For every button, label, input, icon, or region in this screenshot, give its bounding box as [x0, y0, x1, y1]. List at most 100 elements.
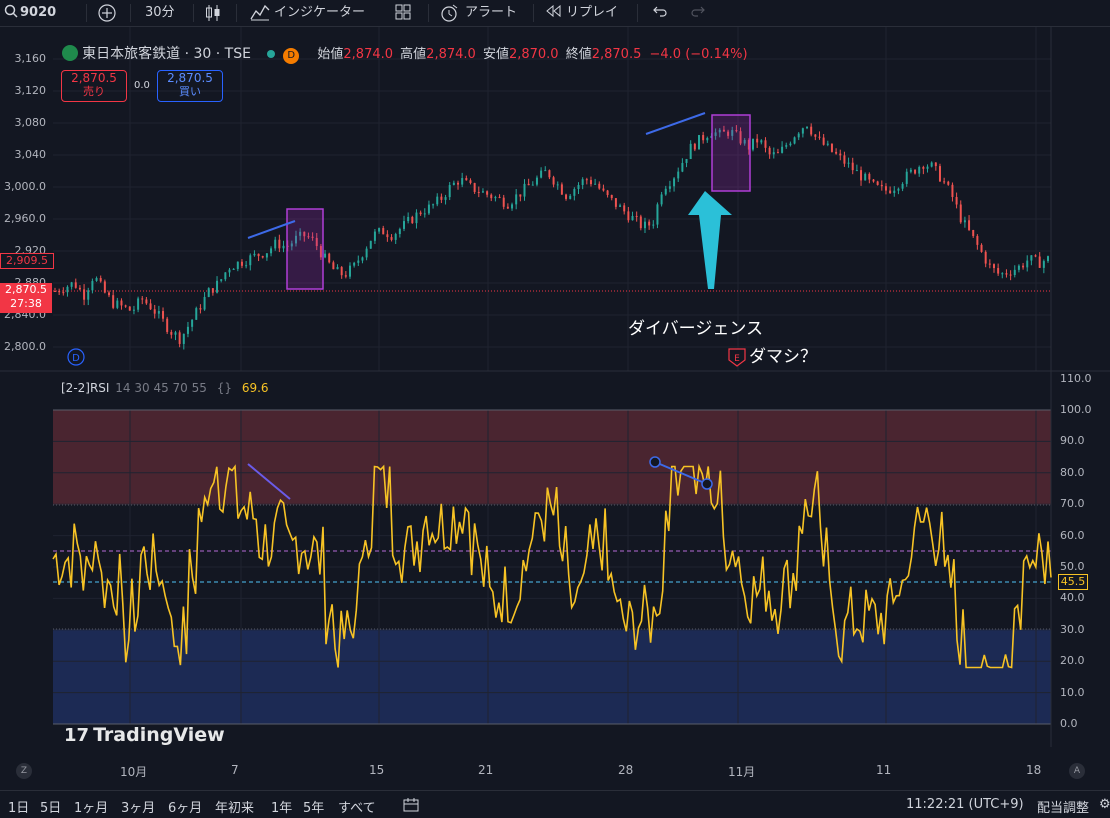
candle-body [826, 143, 829, 145]
dividend-marker [67, 348, 85, 366]
candle-body [855, 170, 858, 172]
candle-body [448, 184, 451, 198]
candle-body [207, 288, 210, 297]
range-button[interactable]: 1ヶ月 [74, 801, 109, 816]
indicators-button[interactable]: インジケーター [274, 5, 366, 20]
clock-timezone[interactable]: 11:22:21 (UTC+9) [906, 797, 1024, 812]
candle-body [785, 145, 788, 147]
candle-body [893, 190, 896, 194]
candle-body [1038, 256, 1041, 268]
auto-scale-a-button[interactable]: A [1069, 763, 1085, 779]
candle-body [282, 245, 285, 249]
candle-body [689, 143, 692, 160]
candle-body [469, 180, 472, 184]
current-price-value: 2,870.5 [5, 283, 47, 296]
candle-body [394, 234, 397, 240]
candle-body [311, 236, 314, 238]
code-brackets-icon[interactable]: {} [216, 381, 233, 395]
candle-body [814, 134, 817, 137]
auto-scale-z-button[interactable]: Z [16, 763, 32, 779]
alarm-clock-icon[interactable] [439, 3, 459, 23]
candle-body [78, 287, 81, 290]
indicators-icon[interactable] [250, 3, 270, 23]
layout-grid-icon[interactable] [394, 3, 412, 23]
candle-body [548, 170, 551, 178]
candle-body [157, 311, 160, 314]
candle-body [1030, 255, 1033, 261]
candle-body [880, 184, 883, 187]
candle-body [793, 137, 796, 144]
date-tick-label: 11月 [728, 765, 756, 779]
redo-icon[interactable] [690, 3, 706, 23]
candle-body [997, 268, 1000, 274]
range-button[interactable]: 3ヶ月 [121, 801, 156, 816]
tradingview-watermark: 𝟭𝟳 TradingView [64, 724, 225, 746]
range-button[interactable]: 1年 [271, 801, 293, 816]
candle-body [336, 267, 339, 270]
candle-type-icon[interactable] [204, 3, 222, 23]
rsi-trend-handle [649, 456, 661, 468]
settings-gear-icon[interactable]: ⚙ [1099, 797, 1110, 812]
range-button[interactable]: 5年 [303, 801, 325, 816]
tradingview-logo-icon: 𝟭𝟳 [64, 725, 90, 746]
candle-body [677, 171, 680, 179]
low-label: 安値 [482, 47, 509, 62]
rsi-tick-label: 100.0 [1060, 403, 1092, 416]
candle-body [145, 299, 148, 304]
candle-body [963, 220, 966, 223]
candle-body [423, 213, 426, 215]
candle-body [781, 146, 784, 153]
search-icon[interactable] [4, 3, 18, 23]
symbol-search[interactable]: 9020 [20, 5, 57, 20]
rsi-title: [2-2]RSI [61, 381, 110, 395]
undo-icon[interactable] [652, 3, 668, 23]
candle-body [980, 244, 983, 252]
rsi-tick-label: 40.0 [1060, 591, 1085, 605]
candle-body [889, 190, 892, 194]
candle-body [465, 178, 468, 181]
candle-body [531, 184, 534, 186]
candle-body [294, 235, 297, 244]
candle-body [182, 333, 185, 344]
candle-body [868, 173, 871, 180]
candle-body [643, 221, 646, 229]
compare-add-icon[interactable] [97, 3, 117, 23]
open-value: 2,874.0 [343, 47, 394, 62]
sell-button[interactable]: 2,870.5 売り [61, 70, 127, 102]
replay-rewind-icon[interactable] [544, 3, 562, 23]
candle-body [810, 126, 813, 135]
candle-body [818, 136, 821, 138]
range-button[interactable]: すべて [338, 801, 376, 816]
range-button[interactable]: 5日 [40, 801, 62, 816]
alert-button[interactable]: アラート [465, 5, 518, 20]
date-tick-label: 28 [618, 763, 634, 777]
candle-body [236, 261, 239, 269]
replay-button[interactable]: リプレイ [566, 5, 619, 20]
candle-body [1026, 260, 1029, 268]
candle-body [403, 221, 406, 229]
candle-body [178, 332, 181, 344]
candle-body [760, 140, 763, 143]
candle-body [652, 224, 655, 226]
candle-body [926, 166, 929, 169]
interval-button[interactable]: 30分 [145, 5, 175, 20]
close-value: 2,870.5 [591, 47, 642, 62]
delayed-badge[interactable]: D [283, 48, 300, 64]
rsi-tick-label: 110.0 [1060, 371, 1092, 385]
candle-body [918, 167, 921, 174]
range-button[interactable]: 1日 [8, 801, 30, 816]
range-button[interactable]: 年初来 [215, 801, 255, 816]
candle-body [132, 309, 135, 311]
candle-body [1042, 261, 1045, 268]
buy-button[interactable]: 2,870.5 買い [157, 70, 223, 102]
dividend-adjust-button[interactable]: 配当調整 [1037, 801, 1090, 816]
date-range-calendar-icon[interactable] [402, 797, 420, 817]
candle-body [822, 137, 825, 145]
candle-body [606, 190, 609, 195]
range-button[interactable]: 6ヶ月 [168, 801, 203, 816]
rsi-tick-label: 10.0 [1060, 685, 1085, 699]
candle-body [1022, 265, 1025, 268]
chart-canvas[interactable]: D E [0, 27, 1110, 790]
current-price-label: 2,870.5 27:38 [0, 283, 52, 313]
candle-body [1005, 273, 1008, 275]
